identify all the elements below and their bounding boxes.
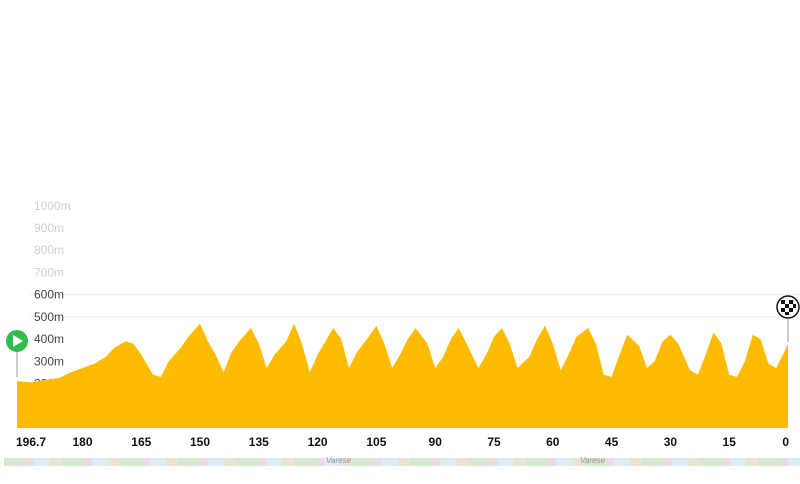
x-tick-label: 60 xyxy=(546,435,560,449)
y-tick-label: 800m xyxy=(34,243,64,257)
y-tick-label: 700m xyxy=(34,265,64,279)
finish-marker[interactable] xyxy=(776,295,800,342)
map-preview-strip[interactable] xyxy=(4,458,800,466)
x-tick-label: 30 xyxy=(664,435,678,449)
checkered-pattern xyxy=(781,300,796,315)
x-tick-label: 90 xyxy=(429,435,443,449)
x-tick-label: 135 xyxy=(249,435,269,449)
x-tick-label: 45 xyxy=(605,435,619,449)
start-marker[interactable] xyxy=(6,330,28,377)
x-tick-label: 150 xyxy=(190,435,210,449)
y-tick-label: 400m xyxy=(34,332,64,346)
y-tick-label: 900m xyxy=(34,221,64,235)
elevation-area xyxy=(17,323,788,428)
x-tick-label: 15 xyxy=(723,435,737,449)
x-tick-label: 165 xyxy=(131,435,151,449)
x-tick-label: 75 xyxy=(487,435,501,449)
x-tick-label: 0 xyxy=(782,435,789,449)
x-axis: 196.7 180 165 150 135 120 105 90 75 60 45 30 15 0 xyxy=(16,435,789,449)
x-tick-label: 196.7 xyxy=(16,435,46,449)
map-town-label: Varese xyxy=(580,456,606,465)
map-town-label: Varese xyxy=(326,456,352,465)
y-tick-label: 500m xyxy=(34,310,64,324)
x-tick-label: 180 xyxy=(72,435,92,449)
y-tick-label: 600m xyxy=(34,288,64,302)
x-tick-label: 120 xyxy=(308,435,328,449)
y-tick-label: 300m xyxy=(34,354,64,368)
x-tick-label: 105 xyxy=(366,435,386,449)
grid-lines xyxy=(30,294,800,318)
y-tick-label: 1000m xyxy=(34,199,71,213)
play-triangle-icon xyxy=(13,335,23,347)
